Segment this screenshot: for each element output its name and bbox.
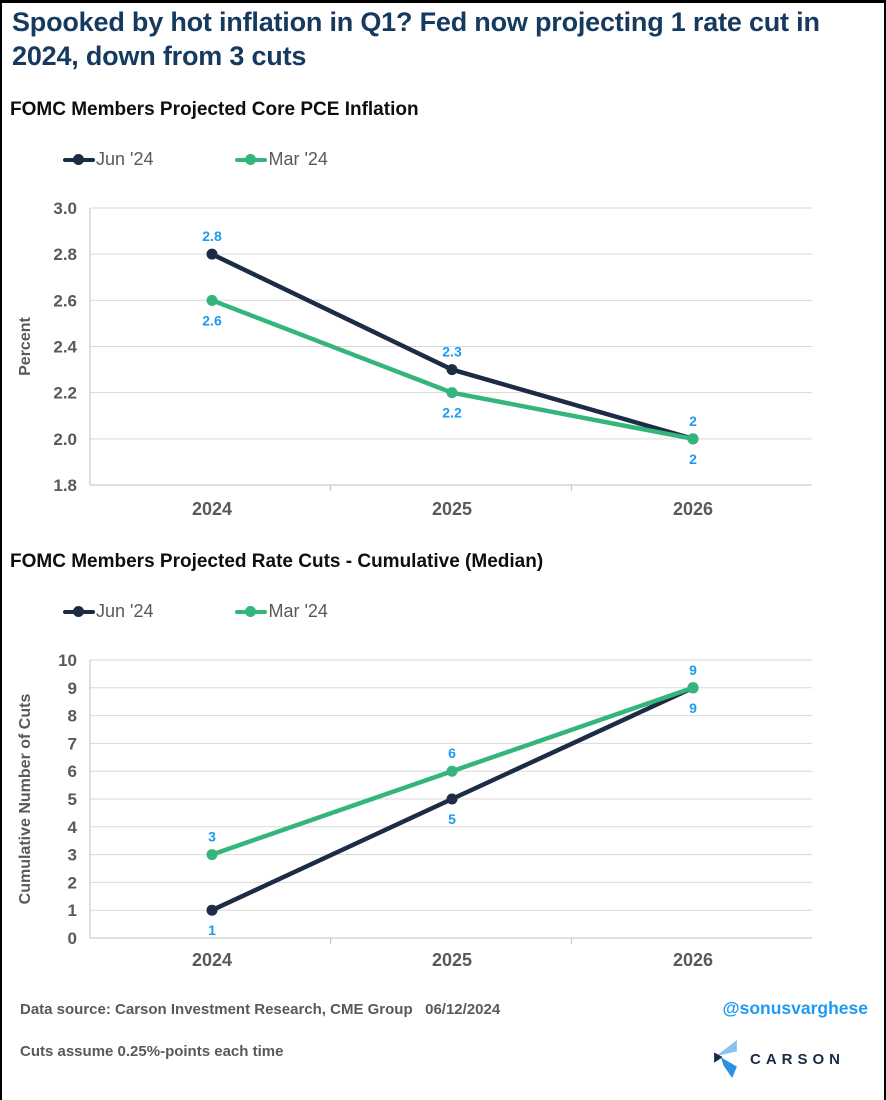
data-label: 5: [448, 811, 456, 827]
data-label: 2: [689, 413, 697, 429]
y-tick-label: 2.4: [53, 338, 77, 357]
data-label: 3: [208, 829, 216, 845]
y-tick-label: 1: [68, 901, 77, 920]
data-label: 2: [689, 451, 697, 467]
data-label: 9: [689, 700, 697, 716]
y-tick-label: 8: [68, 707, 77, 726]
x-tick-label: 2026: [673, 950, 713, 970]
footnote-text: Cuts assume 0.25%-points each time: [20, 1043, 284, 1060]
inflation-chart-title: FOMC Members Projected Core PCE Inflatio…: [10, 99, 419, 120]
data-point: [206, 904, 218, 916]
y-tick-label: 1.8: [53, 476, 77, 495]
data-source-text: Data source: Carson Investment Research,…: [20, 1001, 501, 1018]
data-point: [446, 387, 458, 399]
rate-cuts-chart-title: FOMC Members Projected Rate Cuts - Cumul…: [10, 551, 544, 572]
y-tick-label: 2.8: [53, 245, 77, 264]
legend-label: Mar '24: [268, 149, 328, 169]
y-axis-title: Percent: [17, 316, 34, 375]
data-point: [206, 294, 218, 306]
x-tick-label: 2026: [673, 499, 713, 519]
data-label: 1: [208, 922, 216, 938]
y-tick-label: 3.0: [53, 199, 77, 218]
y-tick-label: 9: [68, 679, 77, 698]
x-tick-label: 2025: [432, 499, 472, 519]
legend-label: Jun '24: [96, 149, 154, 169]
x-tick-label: 2025: [432, 950, 472, 970]
line-dot-marker-icon: [63, 154, 95, 165]
x-tick-label: 2024: [192, 499, 232, 519]
y-tick-label: 10: [58, 651, 77, 670]
y-tick-label: 0: [68, 929, 77, 948]
data-point: [446, 793, 458, 805]
y-tick-label: 3: [68, 846, 77, 865]
y-tick-label: 2.0: [53, 430, 77, 449]
y-tick-label: 2.2: [53, 384, 77, 403]
carson-wordmark: CARSON: [750, 1050, 846, 1068]
carson-logo: CARSON: [714, 1040, 845, 1078]
y-tick-label: 5: [68, 790, 77, 809]
y-tick-label: 2.6: [53, 291, 77, 310]
data-label: 6: [448, 745, 456, 761]
line-dot-marker-icon: [235, 154, 268, 165]
inflation-chart-canvas: 3.0 2.8 2.6 2.4 2.2 2.0 1.8 2024 2025 2026 Percent…: [17, 199, 812, 519]
legend-label: Mar '24: [268, 601, 328, 621]
data-point: [687, 433, 699, 445]
inflation-chart-legend: Jun '24 Mar '24: [63, 149, 328, 170]
data-label: 2.2: [442, 405, 462, 421]
data-label: 2.3: [442, 344, 462, 360]
line-dot-marker-icon: [63, 606, 95, 617]
y-tick-label: 7: [68, 734, 77, 753]
legend-item-jun-24: Jun '24: [63, 149, 153, 170]
y-axis-title: Cumulative Number of Cuts: [17, 694, 34, 905]
y-tick-label: 2: [68, 873, 77, 892]
data-point: [206, 248, 218, 260]
x-tick-label: 2024: [192, 950, 232, 970]
twitter-handle: @sonusvarghese: [722, 998, 868, 1018]
legend-label: Jun '24: [96, 601, 154, 621]
line-dot-marker-icon: [235, 606, 268, 617]
legend-item-mar-24: Mar '24: [235, 601, 328, 622]
data-label: 2.8: [202, 228, 222, 244]
data-label: 9: [689, 662, 697, 678]
data-point: [687, 682, 699, 694]
data-point: [206, 849, 218, 861]
page-title: Spooked by hot inflation in Q1? Fed now …: [12, 7, 820, 71]
data-point: [446, 765, 458, 777]
rate-cuts-chart-legend: Jun '24 Mar '24: [63, 601, 328, 622]
y-tick-label: 4: [68, 818, 78, 837]
legend-item-jun-24: Jun '24: [63, 601, 153, 622]
data-point: [446, 364, 458, 376]
carson-logo-icon: [714, 1040, 737, 1078]
legend-item-mar-24: Mar '24: [235, 149, 328, 170]
data-label: 2.6: [202, 312, 222, 328]
y-tick-label: 6: [68, 762, 77, 781]
